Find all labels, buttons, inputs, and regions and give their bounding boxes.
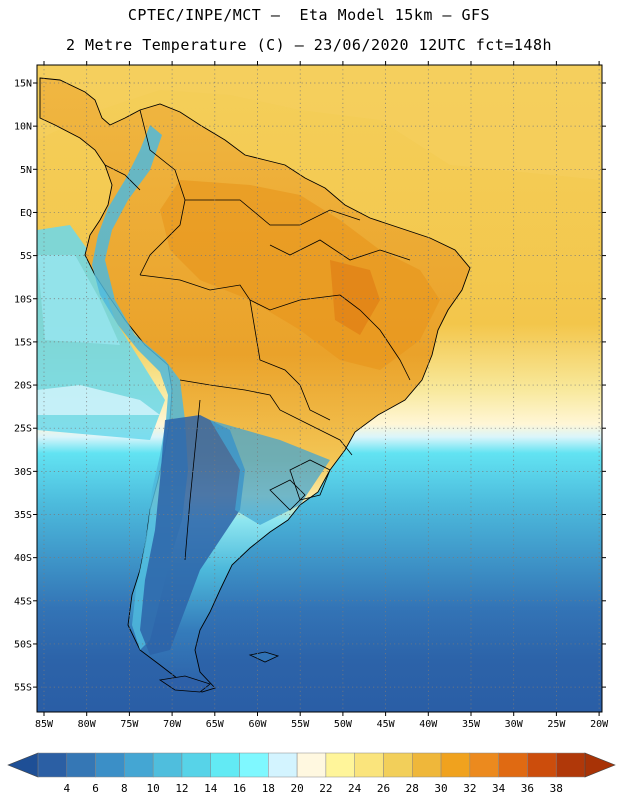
lat-label: 15N	[14, 79, 32, 90]
colorbar-swatch	[124, 752, 154, 778]
map-frame	[36, 64, 603, 713]
colorbar-level-label: 38	[550, 782, 563, 795]
colorbar: 4 6 8 10 12 14 16 18 20 22 24 26 28 30 32 34 36 38	[7, 752, 616, 795]
lat-label: 10N	[14, 122, 32, 133]
lon-label: 55W	[291, 719, 310, 730]
colorbar-swatch	[412, 752, 442, 778]
lat-label: 35S	[14, 510, 32, 521]
colorbar-level-label: 34	[492, 782, 506, 795]
colorbar-swatch	[181, 752, 211, 778]
lat-label: 5S	[20, 251, 32, 262]
falkland-islands	[248, 651, 280, 663]
lon-label: 30W	[505, 719, 524, 730]
colorbar-level-label: 26	[377, 782, 390, 795]
colorbar-swatch	[239, 752, 269, 778]
country-borders	[104, 109, 411, 561]
lon-label: 60W	[248, 719, 267, 730]
lat-label: 30S	[14, 467, 32, 478]
lat-label: 5N	[20, 165, 32, 176]
colorbar-level-label: 28	[406, 782, 419, 795]
colorbar-level-label: 20	[290, 782, 303, 795]
colorbar-below-arrow	[7, 752, 39, 778]
colorbar-level-label: 16	[233, 782, 246, 795]
colorbar-level-label: 32	[463, 782, 476, 795]
lat-label: 10S	[14, 294, 32, 305]
colorbar-level-label: 30	[434, 782, 447, 795]
pacific-pale-band	[37, 385, 160, 415]
colorbar-swatch	[37, 752, 68, 778]
colorbar-swatch	[383, 752, 413, 778]
colorbar-swatch	[354, 752, 384, 778]
patagonia-cold-zone	[140, 415, 245, 655]
colorbar-level-label: 22	[319, 782, 332, 795]
colorbar-swatch	[152, 752, 183, 778]
lat-label: 40S	[14, 553, 32, 564]
lon-label: 25W	[547, 719, 566, 730]
lon-label: 70W	[163, 719, 182, 730]
pacific-cool-inner	[37, 255, 120, 345]
colorbar-swatch	[296, 752, 327, 778]
colorbar-swatch	[325, 752, 355, 778]
graticule	[37, 65, 602, 712]
colorbar-swatch	[527, 752, 557, 778]
hottest-zone	[330, 260, 380, 335]
warm-ocean-patch	[37, 65, 602, 180]
colorbar-level-label: 8	[121, 782, 128, 795]
colorbar-level-label: 36	[521, 782, 534, 795]
lon-label: 75W	[120, 719, 139, 730]
colorbar-level-label: 4	[63, 782, 70, 795]
colorbar-swatch	[555, 752, 586, 778]
lat-label: EQ	[20, 208, 32, 219]
colorbar-swatch	[469, 752, 499, 778]
colorbar-swatch	[268, 752, 298, 778]
lon-label: 50W	[334, 719, 353, 730]
colorbar-swatch	[440, 752, 471, 778]
colorbar-swatch	[210, 752, 240, 778]
colorbar-level-label: 6	[92, 782, 99, 795]
colorbar-level-label: 18	[262, 782, 275, 795]
lat-label: 45S	[14, 596, 32, 607]
colorbar-level-label: 12	[175, 782, 188, 795]
colorbar-swatch	[95, 752, 125, 778]
colorbar-above-arrow	[584, 752, 616, 778]
colorbar-level-label: 10	[147, 782, 160, 795]
lat-label: 55S	[14, 683, 32, 694]
lon-label: 20W	[590, 719, 609, 730]
tierra-del-fuego	[158, 675, 211, 693]
colorbar-swatch	[498, 752, 528, 778]
lon-label: 45W	[377, 719, 396, 730]
lon-label: 65W	[206, 719, 225, 730]
lon-label: 85W	[35, 719, 54, 730]
lat-label: 50S	[14, 639, 32, 650]
longitude-axis: 85W 80W 75W 70W 65W 60W 55W 50W 45W 40W 35W 30W 25W 2…	[35, 61, 609, 730]
lat-label: 20S	[14, 381, 32, 392]
map-plot-area	[37, 65, 602, 712]
colorbar-level-label: 14	[204, 782, 218, 795]
lon-label: 80W	[78, 719, 97, 730]
title-line-1: CPTEC/INPE/MCT – Eta Model 15km – GFS	[127, 6, 491, 24]
colorbar-swatch	[66, 752, 96, 778]
lat-label: 15S	[14, 337, 32, 348]
lat-label: 25S	[14, 424, 32, 435]
lon-label: 35W	[462, 719, 481, 730]
colorbar-level-label: 24	[348, 782, 362, 795]
title-line-2: 2 Metre Temperature (C) – 23/06/2020 12U…	[65, 36, 553, 54]
latitude-axis: 15N 10N 5N EQ 5S 10S 15S 20S 25S 30S 35S 40S 45S 50S 5…	[14, 79, 606, 694]
lon-label: 40W	[419, 719, 438, 730]
